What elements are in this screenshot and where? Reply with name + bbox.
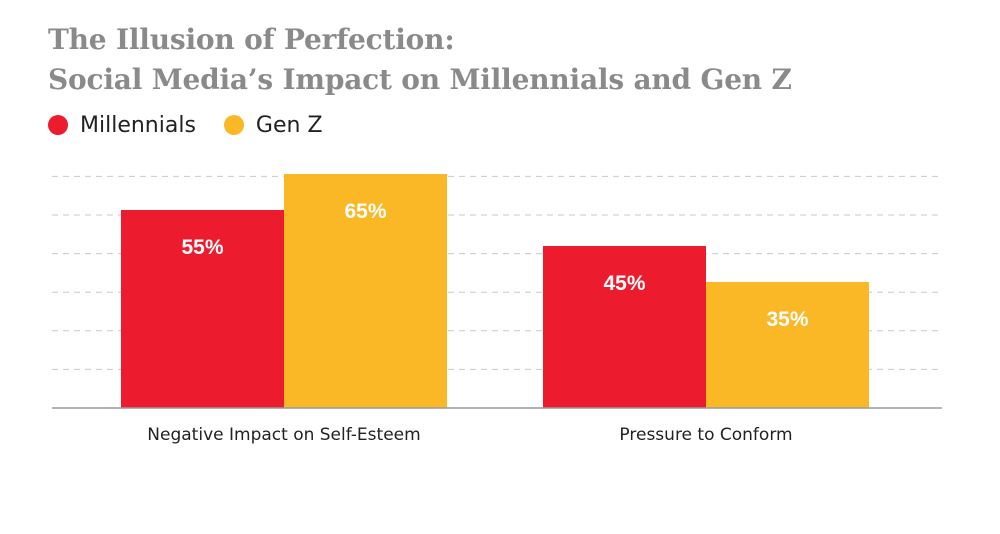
- legend-item-gen-z: Gen Z: [223, 112, 323, 138]
- chart-title-line-1: The Illusion of Perfection:: [48, 23, 455, 56]
- data-label: 35%: [766, 308, 808, 331]
- legend-swatch-millennials: [48, 115, 68, 135]
- chart-title: The Illusion of Perfection: Social Media…: [48, 20, 792, 100]
- legend-label-millennials: Millennials: [80, 112, 196, 138]
- chart-title-line-2: Social Media’s Impact on Millennials and…: [48, 63, 792, 96]
- data-label: 55%: [181, 236, 223, 259]
- data-label: 45%: [603, 272, 645, 295]
- category-label: Pressure to Conform: [619, 425, 792, 445]
- legend-swatch-gen-z: [223, 115, 244, 135]
- bar-millennials-negative-impact-on-self-esteem: [121, 210, 284, 408]
- category-label: Negative Impact on Self-Esteem: [147, 425, 420, 445]
- data-label: 65%: [344, 200, 386, 223]
- bar-gen-z-pressure-to-conform: [706, 282, 869, 408]
- bar-gen-z-negative-impact-on-self-esteem: [284, 174, 447, 408]
- bar-millennials-pressure-to-conform: [543, 246, 706, 408]
- legend-item-millennials: Millennials: [48, 113, 196, 138]
- legend-label-gen-z: Gen Z: [255, 112, 323, 138]
- legend: Millennials Gen Z: [48, 108, 351, 142]
